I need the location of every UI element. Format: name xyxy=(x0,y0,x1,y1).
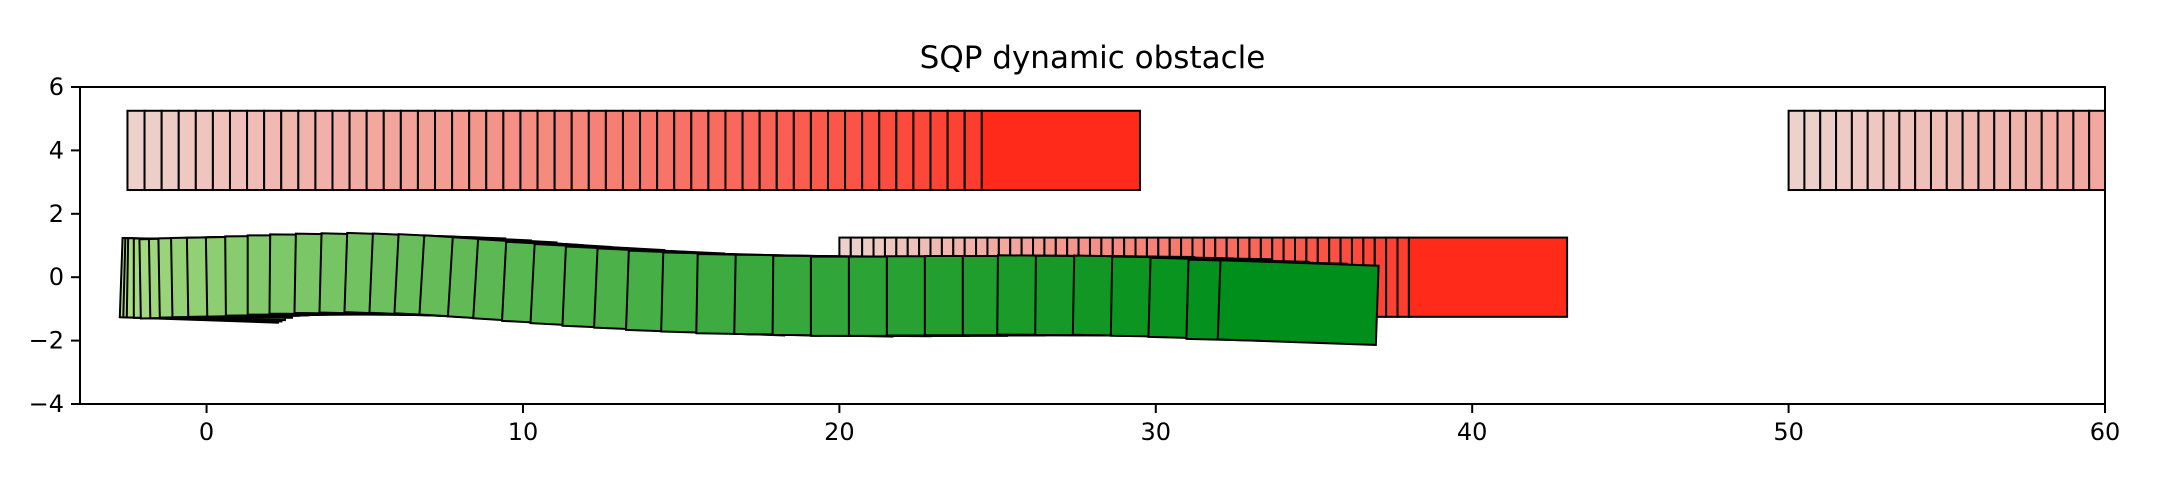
x-tick-label: 50 xyxy=(1773,418,1804,446)
x-tick-label: 10 xyxy=(508,418,539,446)
obstacle-1-trail-rect xyxy=(570,109,590,192)
y-tick-label: 4 xyxy=(49,136,64,164)
obstacle-1-trail-rect xyxy=(656,109,676,192)
plot-frame xyxy=(79,86,2106,405)
obstacle-1-trail-rect xyxy=(878,109,898,192)
x-tick-label: 0 xyxy=(199,418,214,446)
obstacle-3-trail-rect xyxy=(2024,109,2043,192)
obstacle-1-trail-rect xyxy=(280,109,300,192)
obstacle-1-trail-rect xyxy=(536,109,556,192)
vehicle-final-rect xyxy=(1216,259,1380,346)
obstacle-3-trail-rect xyxy=(1787,109,1806,192)
x-tick-label: 60 xyxy=(2090,418,2121,446)
obstacle-3-trail-rect xyxy=(2040,109,2059,192)
obstacle-3-trail-rect xyxy=(1819,109,1838,192)
axes-layer: 0 10 20 30 40 50 60 −4 −2 0 2 4 6 xyxy=(29,73,2121,446)
obstacle-1-trail-rect xyxy=(912,109,932,192)
obstacle-1-trail-rect xyxy=(160,109,180,192)
obstacle-2-trail-rect xyxy=(1396,236,1410,318)
obstacle-1-trail-rect xyxy=(382,109,402,192)
obstacle-1-trail-rect xyxy=(485,109,505,192)
obstacle-1-trail-rect xyxy=(895,109,915,192)
obstacle-2-trail-rect xyxy=(1385,236,1399,318)
obstacle-1-trail-rect xyxy=(690,109,710,192)
chart-title: SQP dynamic obstacle xyxy=(920,40,1266,76)
obstacle-3-trail-rect xyxy=(1929,109,1948,192)
obstacle-3-trail-rect xyxy=(1866,109,1885,192)
obstacle-1-trail-rect xyxy=(434,109,454,192)
y-tick-label: −2 xyxy=(29,327,64,355)
obstacle-1-trail-rect xyxy=(297,109,317,192)
obstacle-1-trail-rect xyxy=(792,109,812,192)
obstacle-1-trail-rect xyxy=(519,109,539,192)
obstacle-3-trail-rect xyxy=(2009,109,2027,192)
x-tick-label: 30 xyxy=(1141,418,1172,446)
y-tick-label: −4 xyxy=(29,390,64,418)
obstacle-1-trail-rect xyxy=(331,109,351,192)
obstacle-3-trail-rect xyxy=(1914,109,1932,192)
obstacle-1-trail-rect xyxy=(775,109,795,192)
obstacle-1-trail-rect xyxy=(399,109,419,192)
obstacle-1-trail-rect xyxy=(844,109,864,192)
obstacle-1-trail-rect xyxy=(348,109,368,192)
obstacle-3-trail-rect xyxy=(1945,109,1964,192)
obstacle-3-trail-rect xyxy=(1898,109,1917,192)
obstacle-3-trail-rect xyxy=(2088,109,2105,192)
obstacle-3-trail-rect xyxy=(2072,109,2091,192)
obstacle-3-trail-rect xyxy=(1961,109,1980,192)
obstacle-1-trail-rect xyxy=(861,109,881,192)
obstacle-1-trail-rect xyxy=(416,109,437,192)
obstacle-2-final-rect xyxy=(1407,236,1569,318)
obstacle-1-trail-rect xyxy=(758,109,778,192)
obstacle-1-trail-rect xyxy=(143,109,163,192)
obstacle-1-trail-rect xyxy=(553,109,573,192)
obstacle-1-trail-rect xyxy=(604,109,624,192)
y-tick-label: 6 xyxy=(49,73,64,101)
obstacle-1-trail-rect xyxy=(502,109,522,192)
obstacle-1-trail-rect xyxy=(194,109,214,192)
obstacle-3-trail-rect xyxy=(1977,109,1996,192)
obstacle-1-trail-rect xyxy=(639,109,659,192)
obstacle-3-trail-rect xyxy=(2056,109,2075,192)
obstacle-3-trail-rect xyxy=(1850,109,1869,192)
obstacle-1-trail-rect xyxy=(929,109,949,192)
obstacle-1-trail-rect xyxy=(621,109,642,192)
obstacle-1-trail-rect xyxy=(228,109,249,192)
obstacle-1-final-rect xyxy=(980,109,1141,192)
obstacle-1-trail-rect xyxy=(468,109,488,192)
obstacle-1-trail-rect xyxy=(741,109,761,192)
obstacle-1-trail-rect xyxy=(451,109,471,192)
obstacle-1-trail-rect xyxy=(365,109,385,192)
y-tick-label: 0 xyxy=(49,263,64,291)
obstacle-1-trail-rect xyxy=(263,109,283,192)
obstacle-1-trail-rect xyxy=(177,109,197,192)
obstacle-1-trail-rect xyxy=(587,109,607,192)
obstacle-1-trail-rect xyxy=(314,109,334,192)
x-tick-label: 20 xyxy=(824,418,855,446)
obstacle-3-trail-rect xyxy=(1835,109,1853,192)
obstacle-1-trail-rect xyxy=(707,109,727,192)
obstacle-1-trail-rect xyxy=(826,109,847,192)
obstacle-1-trail-rect xyxy=(673,109,693,192)
obstacle-3-trail-rect xyxy=(1882,109,1901,192)
y-tick-label: 2 xyxy=(49,200,64,228)
obstacle-1-trail-rect xyxy=(724,109,744,192)
obstacle-1-trail-rect xyxy=(126,109,146,192)
obstacle-1-trail-rect xyxy=(963,109,983,192)
obstacle-1-trail-rect xyxy=(946,109,966,192)
obstacle-1-trail-rect xyxy=(211,109,231,192)
obstacle-3-trail-rect xyxy=(1803,109,1822,192)
obstacle-1-trail-rect xyxy=(809,109,829,192)
obstacle-3-trail-rect xyxy=(1993,109,2012,192)
x-tick-label: 40 xyxy=(1457,418,1488,446)
obstacle-1-trail-rect xyxy=(246,109,266,192)
vehicle-layer xyxy=(118,231,1380,346)
